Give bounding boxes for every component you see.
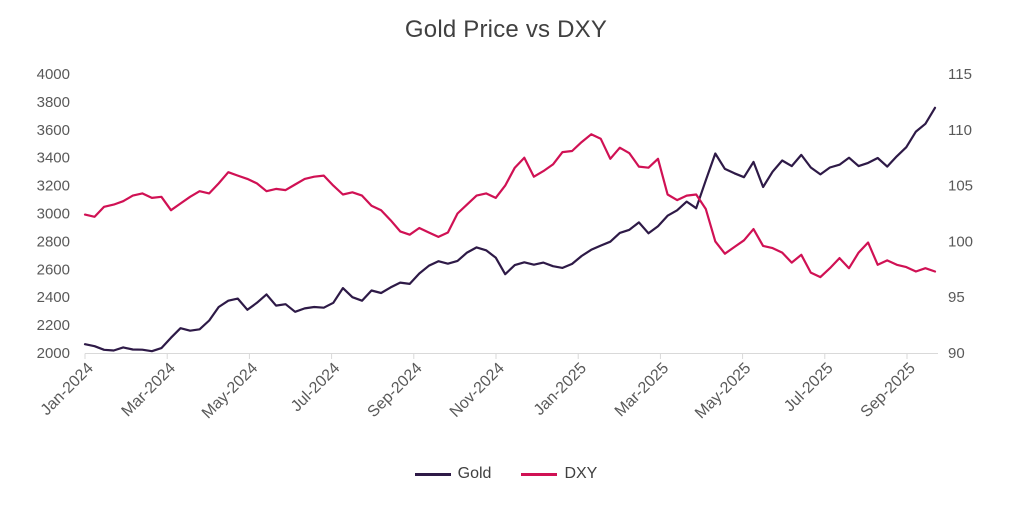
- x-axis-label: Jan-2024: [38, 360, 97, 419]
- x-axis-label: Mar-2025: [612, 360, 673, 421]
- x-axis-label: May-2024: [199, 360, 261, 422]
- x-axis-label: Nov-2024: [447, 360, 508, 421]
- y-axis-label-right: 95: [948, 289, 965, 306]
- y-axis-label-left: 2800: [37, 233, 70, 250]
- y-axis-label-left: 3400: [37, 150, 70, 167]
- legend: Gold DXY: [0, 465, 1012, 483]
- legend-item-gold: Gold: [414, 465, 492, 483]
- y-axis-label-left: 3800: [37, 94, 70, 111]
- dxy-line-swatch: [521, 472, 558, 476]
- y-axis-label-right: 110: [948, 122, 972, 139]
- legend-item-dxy: DXY: [521, 465, 597, 483]
- gold-line-swatch: [414, 472, 451, 476]
- chart-title: Gold Price vs DXY: [404, 16, 608, 43]
- y-axis-label-right: 90: [948, 345, 965, 362]
- y-axis-label-left: 2200: [37, 317, 70, 334]
- y-axis-label-right: 100: [948, 233, 973, 250]
- y-axis-label-left: 2000: [37, 345, 70, 362]
- x-axis-label: Sep-2025: [858, 360, 919, 421]
- y-axis-label-left: 4000: [37, 66, 70, 83]
- x-axis-label: May-2025: [692, 360, 754, 422]
- dxy-line: [83, 133, 937, 279]
- x-axis-label: Jan-2025: [531, 360, 590, 419]
- y-axis-label-left: 2400: [37, 289, 70, 306]
- x-axis-label: Sep-2024: [365, 360, 426, 421]
- x-axis-label: Jul-2024: [288, 360, 343, 415]
- legend-label-dxy: DXY: [564, 465, 598, 482]
- legend-label-gold: Gold: [457, 465, 492, 482]
- y-axis-label-right: 115: [948, 66, 972, 83]
- x-axis-label: Jul-2025: [781, 360, 836, 415]
- x-axis-label: Mar-2024: [119, 360, 180, 421]
- gold-line: [83, 106, 937, 353]
- y-axis-label-left: 2600: [37, 261, 70, 278]
- y-axis-label-right: 105: [948, 178, 973, 195]
- y-axis-label-left: 3600: [37, 122, 70, 139]
- y-axis-label-left: 3000: [37, 206, 70, 223]
- y-axis-label-left: 3200: [37, 178, 70, 195]
